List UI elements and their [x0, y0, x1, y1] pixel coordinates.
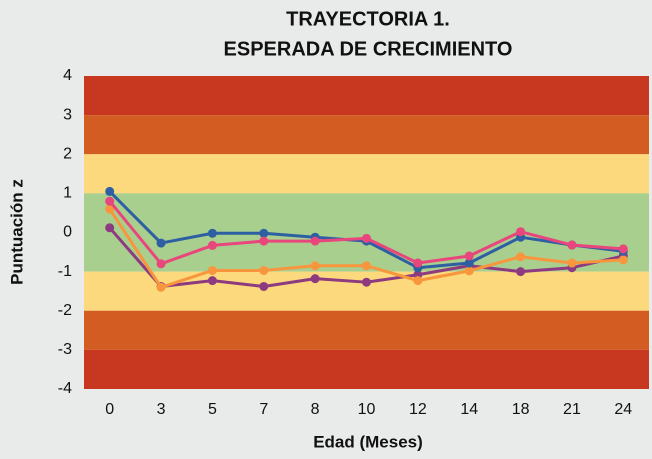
point: [310, 236, 320, 246]
y-tick-label: -3: [58, 341, 72, 358]
point: [618, 244, 628, 254]
point: [105, 223, 115, 233]
x-tick-label: 7: [259, 401, 268, 418]
point: [105, 204, 115, 214]
point: [516, 267, 526, 277]
x-tick-label: 10: [358, 401, 376, 418]
y-tick-label: 0: [63, 224, 72, 241]
point: [259, 265, 269, 275]
point: [413, 276, 423, 286]
zone-band: [84, 271, 649, 311]
x-axis-title: Edad (Meses): [313, 432, 423, 451]
point: [362, 233, 371, 243]
zone-band: [84, 349, 649, 389]
y-tick-label: 1: [63, 185, 72, 202]
zone-band: [84, 76, 649, 116]
point: [156, 282, 166, 292]
point: [516, 227, 526, 237]
point: [259, 228, 269, 238]
point: [516, 252, 526, 262]
point: [464, 266, 474, 276]
point: [362, 261, 371, 271]
point: [259, 281, 269, 291]
x-tick-label: 5: [208, 401, 217, 418]
chart-title: TRAYECTORIA 1.: [286, 8, 450, 30]
chart-title: ESPERADA DE CRECIMIENTO: [224, 38, 513, 60]
point: [413, 258, 423, 268]
point: [362, 277, 371, 287]
point: [156, 259, 166, 269]
point: [310, 261, 320, 271]
point: [259, 236, 269, 246]
x-tick-label: 14: [460, 401, 478, 418]
x-tick-label: 8: [311, 401, 320, 418]
y-axis-title: Puntuación z: [7, 179, 26, 285]
y-tick-label: -2: [58, 302, 72, 319]
x-tick-label: 3: [157, 401, 166, 418]
y-tick-label: 4: [63, 67, 72, 84]
y-tick-label: 2: [63, 145, 72, 162]
point: [464, 251, 474, 261]
x-tick-label: 0: [105, 401, 114, 418]
point: [567, 258, 577, 268]
point: [464, 258, 474, 268]
point: [207, 265, 217, 275]
point: [156, 238, 166, 248]
zone-band: [84, 154, 649, 194]
point: [105, 196, 115, 206]
x-tick-label: 24: [614, 401, 632, 418]
zone-band: [84, 310, 649, 350]
point: [207, 240, 217, 250]
point: [207, 276, 217, 286]
point: [310, 274, 320, 284]
point: [567, 240, 577, 250]
zone-band: [84, 115, 649, 155]
x-tick-label: 21: [563, 401, 581, 418]
point: [105, 186, 115, 196]
point: [207, 228, 217, 238]
y-tick-label: -1: [58, 263, 72, 280]
x-tick-label: 18: [512, 401, 530, 418]
y-tick-label: 3: [63, 106, 72, 123]
point: [618, 255, 628, 265]
y-tick-label: -4: [58, 380, 72, 397]
x-tick-label: 12: [409, 401, 427, 418]
